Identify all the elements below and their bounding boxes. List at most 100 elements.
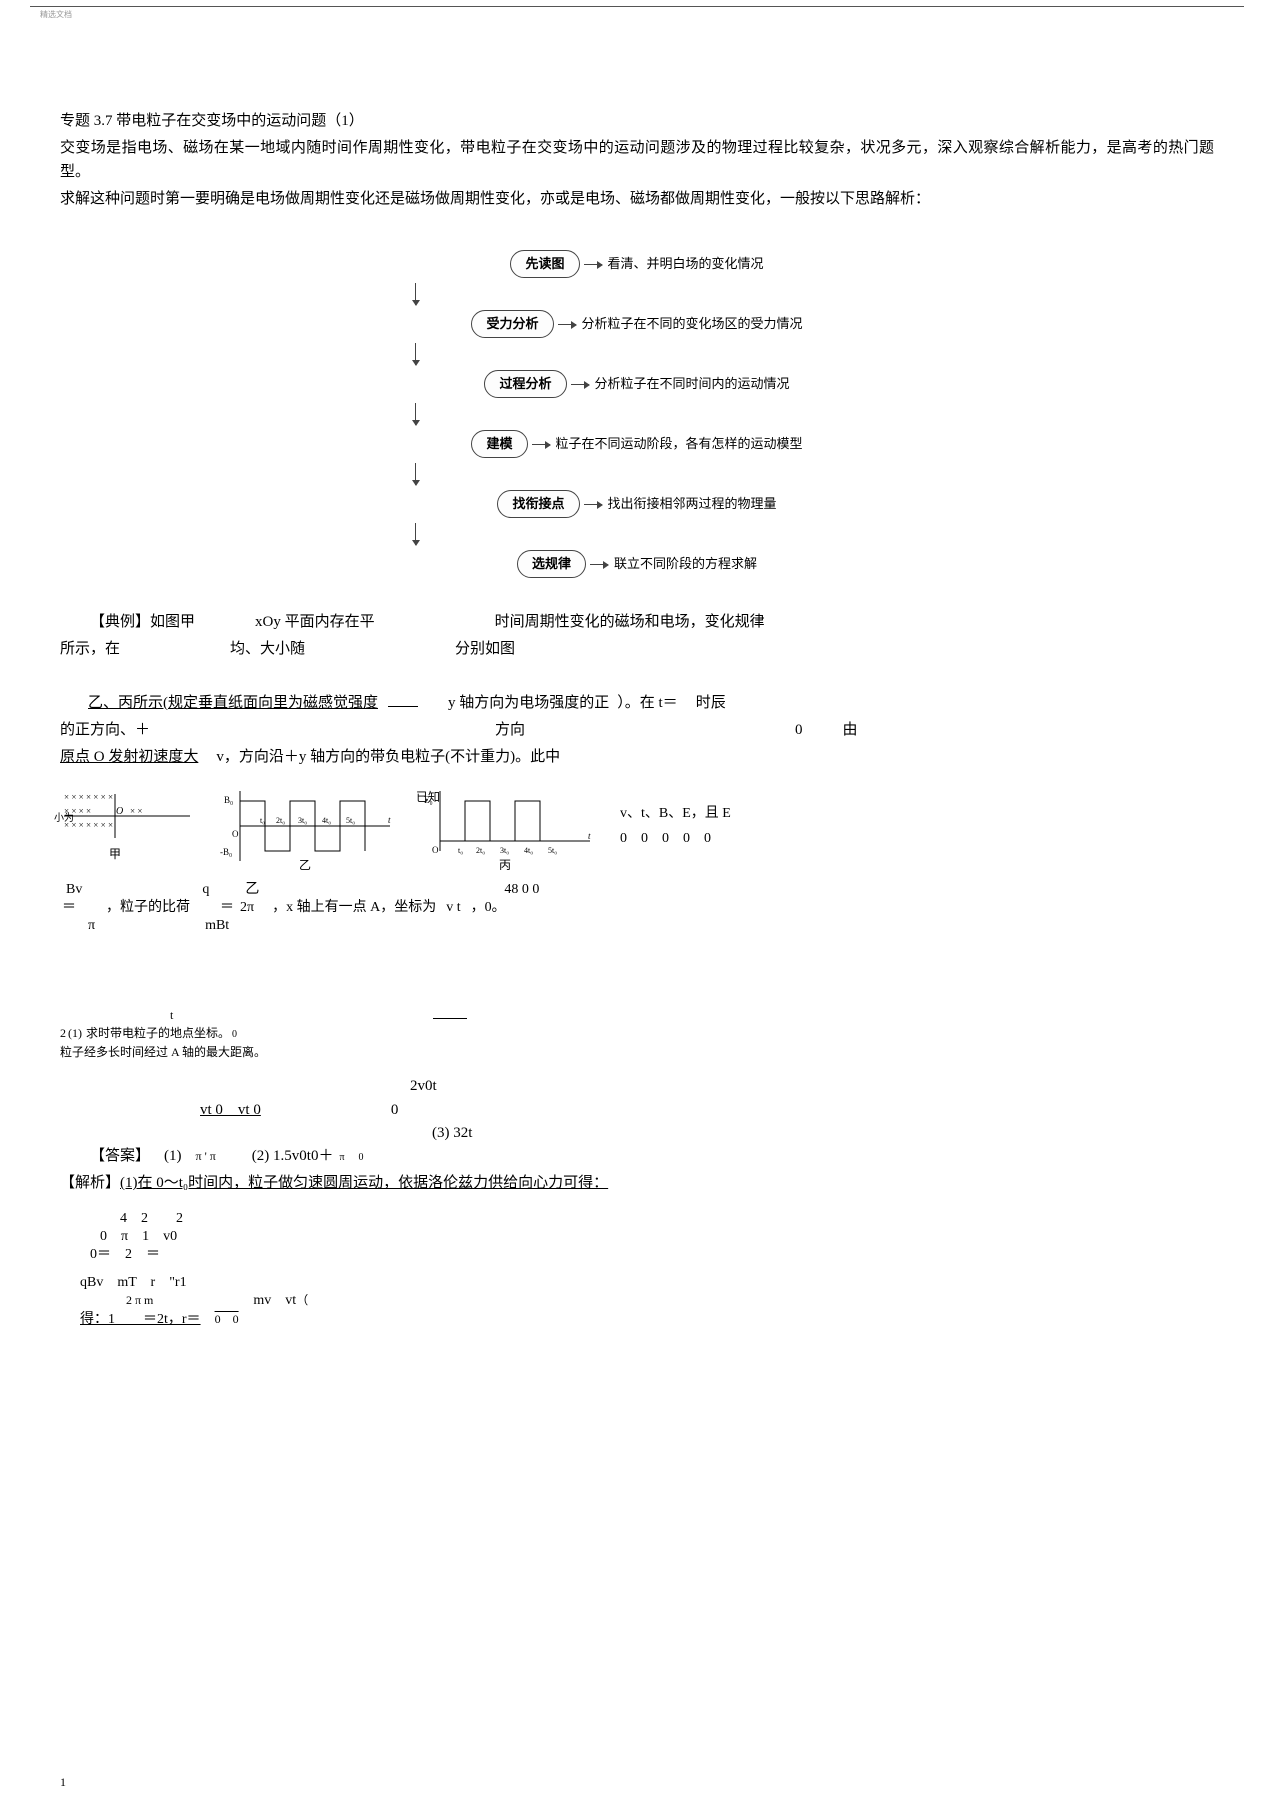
svg-text:4t₀: 4t₀ xyxy=(524,846,533,855)
text: vt 0 vt 0 xyxy=(200,1099,261,1122)
svg-text:5t₀: 5t₀ xyxy=(548,846,557,855)
flow-desc: 看清、并明白场的变化情况 xyxy=(608,254,764,274)
svg-text:乙: 乙 xyxy=(299,858,311,871)
flow-node-read: 先读图 xyxy=(510,250,579,278)
text: t xyxy=(170,1006,173,1025)
text: π ' π xyxy=(196,1147,216,1166)
text: mBt xyxy=(205,917,229,935)
svg-text:-B₀: -B₀ xyxy=(220,847,232,857)
text: 2 π m xyxy=(126,1293,153,1309)
arrow-right-icon xyxy=(532,444,550,445)
text: v、t、B、E，且 E xyxy=(620,801,731,826)
arrow-down-icon xyxy=(415,283,416,305)
text: 2v0t xyxy=(410,1075,437,1098)
text: 0 xyxy=(795,717,803,744)
arrow-right-icon xyxy=(584,504,602,505)
text: 所示，在 xyxy=(60,636,120,663)
flow-desc: 分析粒子在不同时间内的运动情况 xyxy=(595,374,790,394)
svg-text:3t₀: 3t₀ xyxy=(298,816,307,825)
flow-desc: 分析粒子在不同的变化场区的受力情况 xyxy=(582,314,803,334)
figure-jia: × × × × × × × × × × × O × × × × × × × × … xyxy=(60,786,200,866)
svg-text:4t₀: 4t₀ xyxy=(322,816,331,825)
method-flowchart: 先读图 看清、并明白场的变化情况 受力分析 分析粒子在不同的变化场区的受力情况 … xyxy=(377,247,897,581)
text: π xyxy=(88,917,95,935)
text: ）。在 t＝ xyxy=(617,690,677,717)
intro-1: 交变场是指电场、磁场在某一地域内随时间作周期性变化，带电粒子在交变场中的运动问题… xyxy=(60,137,1214,184)
text: 0 0 0 0 0 xyxy=(620,826,731,851)
text: (3) 32t xyxy=(432,1122,472,1145)
text: 0 xyxy=(359,1150,364,1166)
text: 2π xyxy=(240,899,254,917)
text: 0＝ 2 ＝ xyxy=(90,1246,160,1264)
example-block: 【典例】如图甲 xOy 平面内存在平 时间周期性变化的磁场和电场，变化规律 所示… xyxy=(60,609,1214,936)
text: 0 π 1 v0 xyxy=(100,1228,177,1246)
text: 48 0 0 xyxy=(504,881,539,899)
svg-text:B₀: B₀ xyxy=(224,795,233,805)
flow-node-force: 受力分析 xyxy=(471,310,553,338)
flow-node-joint: 找衔接点 xyxy=(497,490,579,518)
text: 的正方向、＋ xyxy=(60,717,150,744)
answer-label: 【答案】 xyxy=(90,1145,150,1168)
svg-text:甲: 甲 xyxy=(109,847,121,861)
flow-desc: 粒子在不同运动阶段，各有怎样的运动模型 xyxy=(556,434,803,454)
svg-text:O: O xyxy=(116,806,123,817)
svg-text:t: t xyxy=(388,815,391,825)
text: 0 0 xyxy=(215,1312,239,1328)
text: 得：1 ＝2t，r＝ xyxy=(80,1311,201,1329)
svg-text:t: t xyxy=(588,831,591,841)
text: 0 xyxy=(391,1099,399,1122)
text: 均、大小随 xyxy=(230,636,305,663)
text: (2) 1.5v0t0＋ xyxy=(252,1145,334,1168)
example-badge: 【典例】如图甲 xyxy=(60,609,195,636)
text: 原点 O 发射初速度大 xyxy=(60,744,198,771)
svg-text:O: O xyxy=(432,845,439,855)
page-number: 1 xyxy=(60,1775,66,1790)
svg-text:3t₀: 3t₀ xyxy=(500,846,509,855)
text: ＝ xyxy=(220,899,234,917)
svg-text:E₀: E₀ xyxy=(424,795,433,805)
figure-yi: B₀ -B₀ O t₀ 2t₀ 3t₀ 4t₀ 5t₀ t 乙 已知 xyxy=(220,781,400,871)
svg-text:O: O xyxy=(232,829,239,839)
flow-desc: 找出衔接相邻两过程的物理量 xyxy=(608,494,777,514)
text: ，x 轴上有一点 A，坐标为 xyxy=(272,899,436,917)
text: （ xyxy=(296,1293,308,1309)
flow-node-model: 建模 xyxy=(471,430,527,458)
intro-2: 求解这种问题时第一要明确是电场做周期性变化还是磁场做周期性变化，亦或是电场、磁场… xyxy=(60,188,1214,211)
flow-desc: 联立不同阶段的方程求解 xyxy=(614,554,757,574)
text: (1) xyxy=(164,1145,182,1168)
text: ，粒子的比荷 xyxy=(106,899,190,917)
text: 时间周期性变化的磁场和电场，变化规律 xyxy=(495,609,765,636)
text: 乙、丙所示(规定垂直纸面向里为磁感觉强度 xyxy=(88,690,378,717)
svg-text:× × × × × × ×: × × × × × × × xyxy=(64,792,113,802)
svg-text:2t₀: 2t₀ xyxy=(276,816,285,825)
text: 2 xyxy=(60,1024,66,1043)
arrow-down-icon xyxy=(415,343,416,365)
text: 方向 xyxy=(495,717,525,744)
svg-text:t₀: t₀ xyxy=(260,816,265,825)
text: q xyxy=(202,881,209,899)
text: 求时带电粒子的地点坐标。 xyxy=(86,1024,230,1043)
text: mv vt xyxy=(253,1292,296,1310)
arrow-right-icon xyxy=(584,264,602,265)
text: 分别如图 xyxy=(455,636,515,663)
svg-text:t₀: t₀ xyxy=(458,846,463,855)
arrow-right-icon xyxy=(590,564,608,565)
flow-node-process: 过程分析 xyxy=(484,370,566,398)
arrow-right-icon xyxy=(558,324,576,325)
text: 小为 xyxy=(54,810,74,828)
svg-text:× ×: × × xyxy=(130,806,142,816)
text: qBv mT r "r1 xyxy=(80,1274,187,1292)
text: 由 xyxy=(843,717,858,744)
svg-text:丙: 丙 xyxy=(499,858,511,871)
text: 0 xyxy=(232,1027,237,1043)
arrow-down-icon xyxy=(415,523,416,545)
section-heading: 专题 3.7 带电粒子在交变场中的运动问题（1） xyxy=(60,110,1214,133)
text: ＝ xyxy=(62,899,76,917)
text: v，方向沿＋y 轴方向的带负电粒子(不计重力)。此中 xyxy=(216,744,560,771)
text: v t xyxy=(446,899,460,917)
text: 粒子经多长时间经过 A 轴的最大距离。 xyxy=(60,1043,266,1062)
questions: t 2 (1) 求时带电粒子的地点坐标。 0 粒子经多长时间经过 A 轴的最大距… xyxy=(60,1006,1214,1329)
text: (1)在 0～t₀时间内，粒子做匀速圆周运动，依据洛伦兹力供给向心力可得： xyxy=(120,1172,608,1195)
text: ，0。 xyxy=(471,899,506,917)
text: 乙 xyxy=(245,881,259,899)
